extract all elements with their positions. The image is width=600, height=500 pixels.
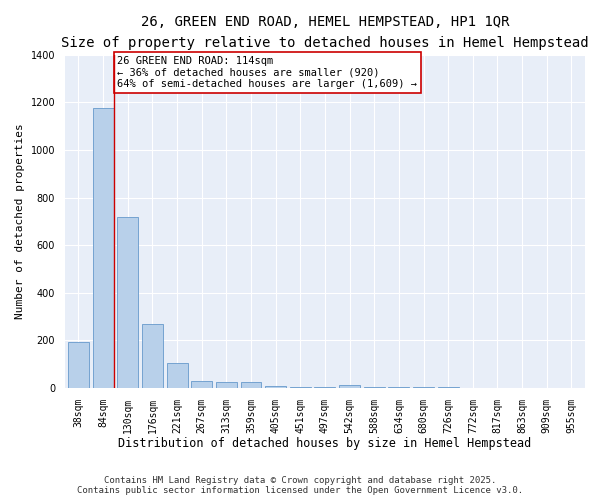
Bar bbox=[191, 380, 212, 388]
Bar bbox=[216, 382, 237, 388]
Bar bbox=[117, 216, 138, 388]
Bar bbox=[314, 386, 335, 388]
Bar bbox=[339, 384, 360, 388]
Bar bbox=[364, 386, 385, 388]
Title: 26, GREEN END ROAD, HEMEL HEMPSTEAD, HP1 1QR
Size of property relative to detach: 26, GREEN END ROAD, HEMEL HEMPSTEAD, HP1… bbox=[61, 15, 589, 50]
Y-axis label: Number of detached properties: Number of detached properties bbox=[15, 124, 25, 320]
Bar bbox=[167, 363, 188, 388]
Bar bbox=[142, 324, 163, 388]
Bar bbox=[265, 386, 286, 388]
X-axis label: Distribution of detached houses by size in Hemel Hempstead: Distribution of detached houses by size … bbox=[118, 437, 532, 450]
Bar bbox=[92, 108, 113, 388]
Text: Contains HM Land Registry data © Crown copyright and database right 2025.
Contai: Contains HM Land Registry data © Crown c… bbox=[77, 476, 523, 495]
Bar bbox=[241, 382, 262, 388]
Bar bbox=[68, 342, 89, 388]
Bar bbox=[290, 386, 311, 388]
Text: 26 GREEN END ROAD: 114sqm
← 36% of detached houses are smaller (920)
64% of semi: 26 GREEN END ROAD: 114sqm ← 36% of detac… bbox=[117, 56, 417, 90]
